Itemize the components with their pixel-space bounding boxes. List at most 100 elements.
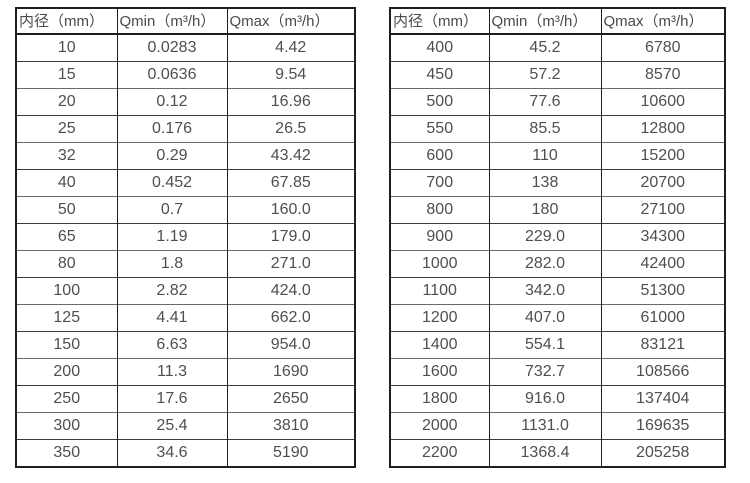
table-cell: 450: [389, 61, 490, 89]
table-cell: 42400: [600, 250, 726, 278]
table-cell: 150: [15, 331, 118, 359]
table-cell: 43.42: [226, 142, 356, 170]
table-cell: 554.1: [488, 331, 602, 359]
table-cell: 20700: [600, 169, 726, 197]
table-cell: 0.7: [116, 196, 228, 224]
table-cell: 45.2: [488, 33, 602, 62]
table-row: 125 4.41 662.0: [15, 304, 356, 332]
table-cell: 407.0: [488, 304, 602, 332]
table-cell: 0.0283: [116, 33, 228, 62]
table-row: 200 11.3 1690: [15, 358, 356, 386]
table-row: 1100 342.0 51300: [389, 277, 726, 305]
column-header: Qmax（m³/h）: [600, 8, 726, 35]
flow-table-large-diameters: 内径（mm） Qmin（m³/h） Qmax（m³/h） 400 45.2 6780 45…: [389, 7, 726, 468]
table-cell: 108566: [600, 358, 726, 386]
table-cell: 1600: [389, 358, 490, 386]
table-cell: 2650: [226, 385, 356, 413]
table-cell: 500: [389, 88, 490, 116]
table-cell: 51300: [600, 277, 726, 305]
table-cell: 125: [15, 304, 118, 332]
table-cell: 26.5: [226, 115, 356, 143]
table-row: 15 0.0636 9.54: [15, 61, 356, 89]
table-row: 2000 1131.0 169635: [389, 412, 726, 440]
table-cell: 17.6: [116, 385, 228, 413]
table-cell: 400: [389, 33, 490, 62]
table-row: 80 1.8 271.0: [15, 250, 356, 278]
table-cell: 0.12: [116, 88, 228, 116]
table-cell: 342.0: [488, 277, 602, 305]
table-cell: 9.54: [226, 61, 356, 89]
table-row: 150 6.63 954.0: [15, 331, 356, 359]
column-header: 内径（mm）: [15, 8, 118, 35]
table-row: 2200 1368.4 205258: [389, 439, 726, 467]
table-cell: 200: [15, 358, 118, 386]
table-cell: 0.29: [116, 142, 228, 170]
table-cell: 83121: [600, 331, 726, 359]
table-cell: 8570: [600, 61, 726, 89]
table-cell: 11.3: [116, 358, 228, 386]
table-cell: 350: [15, 439, 118, 467]
table-row: 450 57.2 8570: [389, 61, 726, 89]
table-cell: 1100: [389, 277, 490, 305]
table-cell: 20: [15, 88, 118, 116]
table-cell: 900: [389, 223, 490, 251]
table-cell: 424.0: [226, 277, 356, 305]
table-cell: 80: [15, 250, 118, 278]
table-cell: 57.2: [488, 61, 602, 89]
table-row: 40 0.452 67.85: [15, 169, 356, 197]
table-cell: 4.41: [116, 304, 228, 332]
table-row: 700 138 20700: [389, 169, 726, 197]
table-cell: 1131.0: [488, 412, 602, 440]
table-cell: 800: [389, 196, 490, 224]
table-row: 250 17.6 2650: [15, 385, 356, 413]
table-cell: 5190: [226, 439, 356, 467]
table-row: 800 180 27100: [389, 196, 726, 224]
table-cell: 700: [389, 169, 490, 197]
table-row: 500 77.6 10600: [389, 88, 726, 116]
table-row: 400 45.2 6780: [389, 33, 726, 62]
table-cell: 1400: [389, 331, 490, 359]
table-cell: 25.4: [116, 412, 228, 440]
table-row: 1800 916.0 137404: [389, 385, 726, 413]
table-row: 550 85.5 12800: [389, 115, 726, 143]
table-cell: 6780: [600, 33, 726, 62]
table-header-row: 内径（mm） Qmin（m³/h） Qmax（m³/h）: [389, 8, 726, 35]
table-cell: 662.0: [226, 304, 356, 332]
table-cell: 67.85: [226, 169, 356, 197]
table-cell: 27100: [600, 196, 726, 224]
table-cell: 77.6: [488, 88, 602, 116]
table-cell: 137404: [600, 385, 726, 413]
table-row: 300 25.4 3810: [15, 412, 356, 440]
table-row: 1600 732.7 108566: [389, 358, 726, 386]
table-cell: 300: [15, 412, 118, 440]
table-cell: 85.5: [488, 115, 602, 143]
table-cell: 271.0: [226, 250, 356, 278]
table-row: 50 0.7 160.0: [15, 196, 356, 224]
table-header-row: 内径（mm） Qmin（m³/h） Qmax（m³/h）: [15, 8, 356, 35]
table-cell: 12800: [600, 115, 726, 143]
table-cell: 10600: [600, 88, 726, 116]
table-cell: 282.0: [488, 250, 602, 278]
table-cell: 205258: [600, 439, 726, 467]
table-cell: 110: [488, 142, 602, 170]
table-cell: 1690: [226, 358, 356, 386]
table-cell: 15: [15, 61, 118, 89]
table-cell: 169635: [600, 412, 726, 440]
table-cell: 2.82: [116, 277, 228, 305]
table-cell: 1.19: [116, 223, 228, 251]
header-row: 内径（mm） Qmin（m³/h） Qmax（m³/h）: [389, 8, 726, 35]
table-cell: 50: [15, 196, 118, 224]
table-cell: 1.8: [116, 250, 228, 278]
table-row: 900 229.0 34300: [389, 223, 726, 251]
table-cell: 0.452: [116, 169, 228, 197]
table-cell: 10: [15, 33, 118, 62]
table-cell: 61000: [600, 304, 726, 332]
table-row: 600 110 15200: [389, 142, 726, 170]
table-body: 10 0.0283 4.42 15 0.0636 9.54 20 0.12 16.96 25 0.1…: [15, 33, 356, 467]
table-cell: 15200: [600, 142, 726, 170]
flow-table-small-diameters: 内径（mm） Qmin（m³/h） Qmax（m³/h） 10 0.0283 4.42 1…: [15, 7, 356, 468]
column-header: Qmax（m³/h）: [226, 8, 356, 35]
table-row: 32 0.29 43.42: [15, 142, 356, 170]
table-row: 65 1.19 179.0: [15, 223, 356, 251]
table-cell: 0.176: [116, 115, 228, 143]
